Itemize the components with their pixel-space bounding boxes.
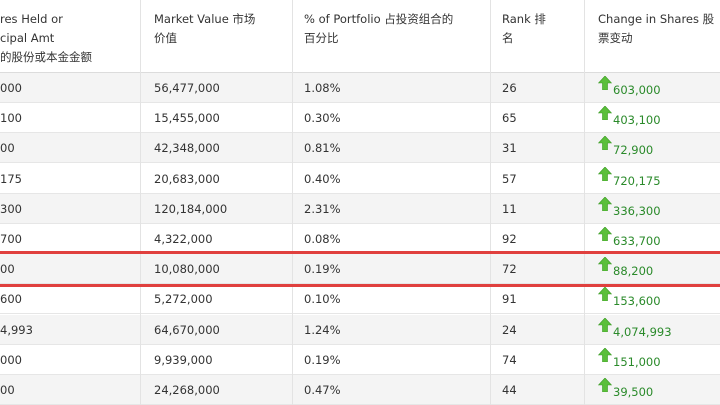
cell-rank: 24 [502, 322, 517, 337]
cell-rank: 74 [502, 352, 517, 367]
cell-market-value: 120,184,000 [154, 201, 228, 216]
green-up-arrow-icon [598, 136, 612, 151]
cell-pct-portfolio: 0.19% [304, 352, 341, 367]
cell-pct-portfolio: 0.47% [304, 383, 341, 397]
cell-rank: 31 [502, 141, 517, 156]
table-row: 600 5,272,000 0.10% 91 153,600 [0, 284, 720, 315]
cell-market-value: 20,683,000 [154, 171, 220, 186]
cell-market-value: 42,348,000 [154, 141, 220, 156]
cell-change-in-shares: 403,100 [598, 103, 661, 133]
cell-shares-held: 600 [0, 292, 22, 307]
cell-change-in-shares: 72,900 [598, 133, 653, 163]
cell-shares-held: 700 [0, 232, 22, 246]
green-up-arrow-icon [598, 227, 612, 241]
table-row: 000 56,477,000 1.08% 26 603,000 [0, 73, 720, 103]
header-change-in-shares: Change in Shares 股 票变动 [598, 12, 715, 45]
column-divider [140, 0, 141, 405]
cell-pct-portfolio: 0.08% [304, 232, 341, 246]
header-market-value: Market Value 市场 价值 [154, 12, 256, 45]
green-up-arrow-icon [598, 166, 612, 181]
cell-rank: 44 [502, 383, 517, 397]
green-up-arrow-icon [598, 347, 612, 362]
cell-rank: 26 [502, 81, 517, 95]
cell-shares-held: 00 [0, 262, 15, 277]
cell-rank: 92 [502, 232, 517, 246]
cell-shares-held: 100 [0, 111, 22, 126]
cell-market-value: 10,080,000 [154, 262, 220, 277]
cell-shares-held: 00 [0, 383, 15, 397]
column-divider [292, 0, 293, 405]
cell-pct-portfolio: 1.08% [304, 81, 341, 95]
cell-pct-portfolio: 0.10% [304, 292, 341, 307]
change-value: 151,000 [613, 354, 661, 369]
cell-market-value: 9,939,000 [154, 352, 213, 367]
green-up-arrow-icon [598, 287, 612, 302]
cell-change-in-shares: 39,500 [598, 375, 653, 405]
cell-market-value: 56,477,000 [154, 81, 220, 95]
cell-change-in-shares: 336,300 [598, 194, 661, 224]
cell-market-value: 15,455,000 [154, 111, 220, 126]
table-header: res Held or cipal Amt 的股份或本金金额 Market Va… [0, 0, 720, 73]
cell-pct-portfolio: 1.24% [304, 322, 341, 337]
green-up-arrow-icon [598, 106, 612, 121]
cell-shares-held: 000 [0, 352, 22, 367]
change-value: 336,300 [613, 203, 661, 218]
table-row: 00 10,080,000 0.19% 72 88,200 [0, 254, 720, 285]
cell-rank: 11 [502, 201, 517, 216]
table-row: 00 42,348,000 0.81% 31 72,900 [0, 133, 720, 164]
cell-rank: 65 [502, 111, 517, 126]
cell-pct-portfolio: 0.19% [304, 262, 341, 277]
change-value: 153,600 [613, 294, 661, 309]
table-row: 300 120,184,000 2.31% 11 336,300 [0, 193, 720, 224]
cell-rank: 57 [502, 171, 517, 186]
cell-shares-held: 00 [0, 141, 15, 156]
cell-pct-portfolio: 0.81% [304, 141, 341, 156]
change-value: 720,175 [613, 173, 661, 188]
cell-rank: 72 [502, 262, 517, 277]
green-up-arrow-icon [598, 317, 612, 332]
change-value: 88,200 [613, 264, 654, 279]
green-up-arrow-icon [598, 196, 612, 211]
cell-pct-portfolio: 0.30% [304, 111, 341, 126]
change-value: 633,700 [613, 234, 661, 248]
cell-change-in-shares: 720,175 [598, 164, 661, 194]
change-value: 4,074,993 [613, 324, 672, 339]
change-value: 72,900 [613, 143, 654, 158]
green-up-arrow-icon [598, 378, 612, 392]
cell-market-value: 4,322,000 [154, 232, 213, 246]
cell-change-in-shares: 151,000 [598, 345, 661, 375]
cell-shares-held: 4,993 [0, 322, 33, 337]
header-rank: Rank 排 名 [502, 12, 546, 45]
cell-change-in-shares: 633,700 [598, 224, 661, 254]
cell-market-value: 24,268,000 [154, 383, 220, 397]
table-row: 000 9,939,000 0.19% 74 151,000 [0, 345, 720, 375]
header-pct-portfolio: % of Portfolio 占投资组合的 百分比 [304, 12, 454, 45]
cell-change-in-shares: 4,074,993 [598, 315, 672, 345]
change-value: 39,500 [613, 385, 654, 399]
table-row: 100 15,455,000 0.30% 65 403,100 [0, 103, 720, 134]
change-value: 603,000 [613, 83, 661, 97]
cell-change-in-shares: 603,000 [598, 73, 661, 103]
header-shares-held: res Held or cipal Amt 的股份或本金金额 [0, 12, 92, 64]
cell-pct-portfolio: 0.40% [304, 171, 341, 186]
table-row: 00 24,268,000 0.47% 44 39,500 [0, 375, 720, 405]
cell-rank: 91 [502, 292, 517, 307]
green-up-arrow-icon [598, 257, 612, 272]
table-row: 700 4,322,000 0.08% 92 633,700 [0, 224, 720, 254]
column-divider [490, 0, 491, 405]
cell-pct-portfolio: 2.31% [304, 201, 341, 216]
cell-shares-held: 300 [0, 201, 22, 216]
green-up-arrow-icon [598, 76, 612, 90]
change-value: 403,100 [613, 113, 661, 128]
cell-shares-held: 000 [0, 81, 22, 95]
cell-market-value: 5,272,000 [154, 292, 213, 307]
cell-market-value: 64,670,000 [154, 322, 220, 337]
cell-shares-held: 175 [0, 171, 22, 186]
cell-change-in-shares: 88,200 [598, 254, 653, 284]
table-row: 175 20,683,000 0.40% 57 720,175 [0, 164, 720, 194]
cell-change-in-shares: 153,600 [598, 284, 661, 314]
column-divider [584, 0, 585, 405]
table-row: 4,993 64,670,000 1.24% 24 4,074,993 [0, 314, 720, 345]
